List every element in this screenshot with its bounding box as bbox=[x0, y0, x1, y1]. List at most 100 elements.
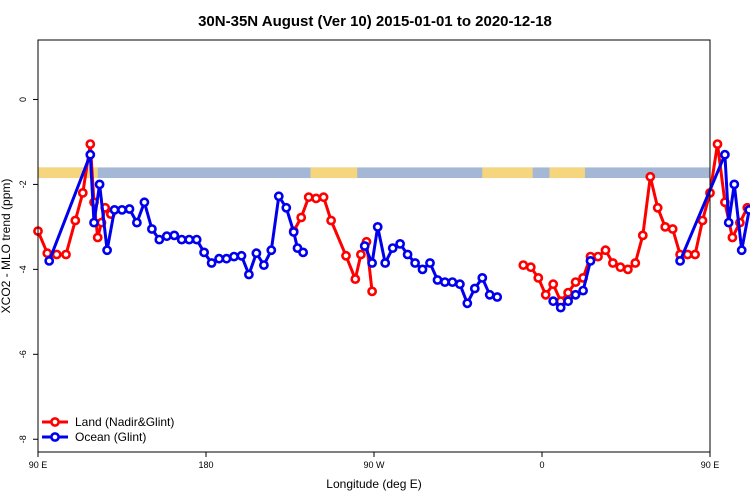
data-point bbox=[251, 248, 262, 259]
data-point bbox=[102, 245, 112, 256]
y-tick-label: -2 bbox=[18, 180, 28, 188]
ocean-mask-band bbox=[38, 167, 710, 179]
data-point bbox=[229, 251, 239, 262]
y-tick-label: -6 bbox=[18, 350, 28, 358]
data-point bbox=[630, 258, 641, 268]
data-point bbox=[236, 250, 247, 261]
data-point bbox=[540, 289, 551, 300]
data-point bbox=[417, 264, 428, 275]
data-point bbox=[608, 258, 618, 268]
data-point bbox=[372, 221, 383, 232]
data-point bbox=[273, 191, 284, 202]
data-point bbox=[454, 279, 465, 290]
data-point bbox=[131, 217, 142, 228]
x-axis: 90 E 180 90 W 0 90 E bbox=[29, 452, 720, 470]
ocean-series bbox=[44, 149, 750, 313]
land-ocean-mask-band bbox=[38, 167, 710, 179]
data-point bbox=[89, 217, 99, 228]
chart-title: 30N-35N August (Ver 10) 2015-01-01 to 20… bbox=[198, 13, 552, 30]
data-point bbox=[298, 247, 308, 258]
data-point bbox=[652, 202, 663, 213]
data-point bbox=[518, 260, 529, 270]
y-axis: 0 -2 -4 -6 -8 bbox=[18, 97, 38, 443]
data-point bbox=[288, 227, 299, 237]
data-point bbox=[447, 277, 458, 287]
y-axis-label: XCO2 - MLO trend (ppm) bbox=[0, 179, 13, 314]
x-tick-label: 180 bbox=[198, 460, 213, 470]
y-tick-label: 0 bbox=[18, 97, 28, 102]
data-point bbox=[70, 215, 81, 226]
data-point bbox=[563, 296, 573, 307]
data-point bbox=[723, 217, 734, 228]
data-point bbox=[161, 231, 172, 242]
data-point bbox=[585, 255, 596, 266]
data-point bbox=[355, 249, 366, 260]
data-point bbox=[477, 272, 488, 283]
data-point bbox=[296, 212, 307, 223]
data-point bbox=[729, 179, 740, 190]
land-mask-segment bbox=[549, 167, 585, 179]
data-point bbox=[469, 283, 480, 294]
data-point bbox=[206, 258, 217, 268]
data-point bbox=[359, 241, 370, 251]
x-tick-label: 90 W bbox=[363, 460, 385, 470]
data-point bbox=[77, 187, 88, 198]
x-axis-label: Longitude (deg E) bbox=[326, 477, 421, 491]
data-point bbox=[492, 292, 503, 302]
data-point bbox=[341, 250, 351, 261]
data-point bbox=[318, 192, 329, 203]
data-point bbox=[311, 193, 321, 204]
data-point bbox=[525, 262, 536, 273]
data-point bbox=[176, 234, 187, 245]
legend-marker bbox=[50, 432, 60, 442]
data-point bbox=[548, 296, 559, 307]
data-point bbox=[387, 243, 398, 253]
data-point bbox=[462, 298, 473, 309]
data-point bbox=[736, 245, 747, 256]
x-tick-label: 90 E bbox=[701, 460, 720, 470]
data-point bbox=[578, 285, 588, 296]
data-point bbox=[380, 258, 391, 268]
land-mask-segment bbox=[38, 167, 98, 179]
data-point bbox=[243, 269, 254, 280]
data-point bbox=[303, 192, 314, 203]
land-mask-segment bbox=[482, 167, 533, 179]
data-point bbox=[593, 251, 603, 262]
legend-marker bbox=[50, 417, 60, 427]
data-point bbox=[281, 202, 292, 213]
data-point bbox=[727, 232, 738, 243]
data-point bbox=[675, 255, 685, 266]
data-point bbox=[199, 247, 209, 258]
data-point bbox=[124, 204, 135, 214]
x-tick-label: 90 E bbox=[29, 460, 48, 470]
data-point bbox=[395, 238, 405, 249]
series-line bbox=[678, 153, 750, 262]
data-point bbox=[697, 215, 708, 226]
data-point bbox=[660, 221, 671, 232]
data-point bbox=[191, 234, 202, 245]
data-point bbox=[439, 277, 450, 287]
data-point bbox=[563, 287, 573, 298]
data-point bbox=[402, 249, 413, 260]
data-point bbox=[139, 197, 150, 208]
data-point bbox=[637, 230, 648, 241]
data-point bbox=[169, 230, 180, 241]
x-tick-label: 0 bbox=[539, 460, 544, 470]
data-point bbox=[367, 286, 377, 297]
data-point bbox=[109, 204, 120, 215]
data-point bbox=[410, 258, 420, 268]
data-point bbox=[61, 249, 71, 260]
data-point bbox=[623, 264, 633, 275]
y-tick-label: -4 bbox=[18, 265, 28, 273]
land-mask-segment bbox=[310, 167, 358, 179]
data-point bbox=[690, 249, 700, 260]
data-point bbox=[85, 139, 96, 149]
data-point bbox=[85, 149, 96, 160]
legend: Land (Nadir&Glint)Ocean (Glint) bbox=[42, 415, 174, 444]
data-point bbox=[154, 234, 165, 245]
legend-label: Ocean (Glint) bbox=[75, 430, 146, 444]
data-point bbox=[425, 258, 435, 268]
data-point bbox=[570, 289, 581, 300]
data-point bbox=[615, 262, 626, 273]
